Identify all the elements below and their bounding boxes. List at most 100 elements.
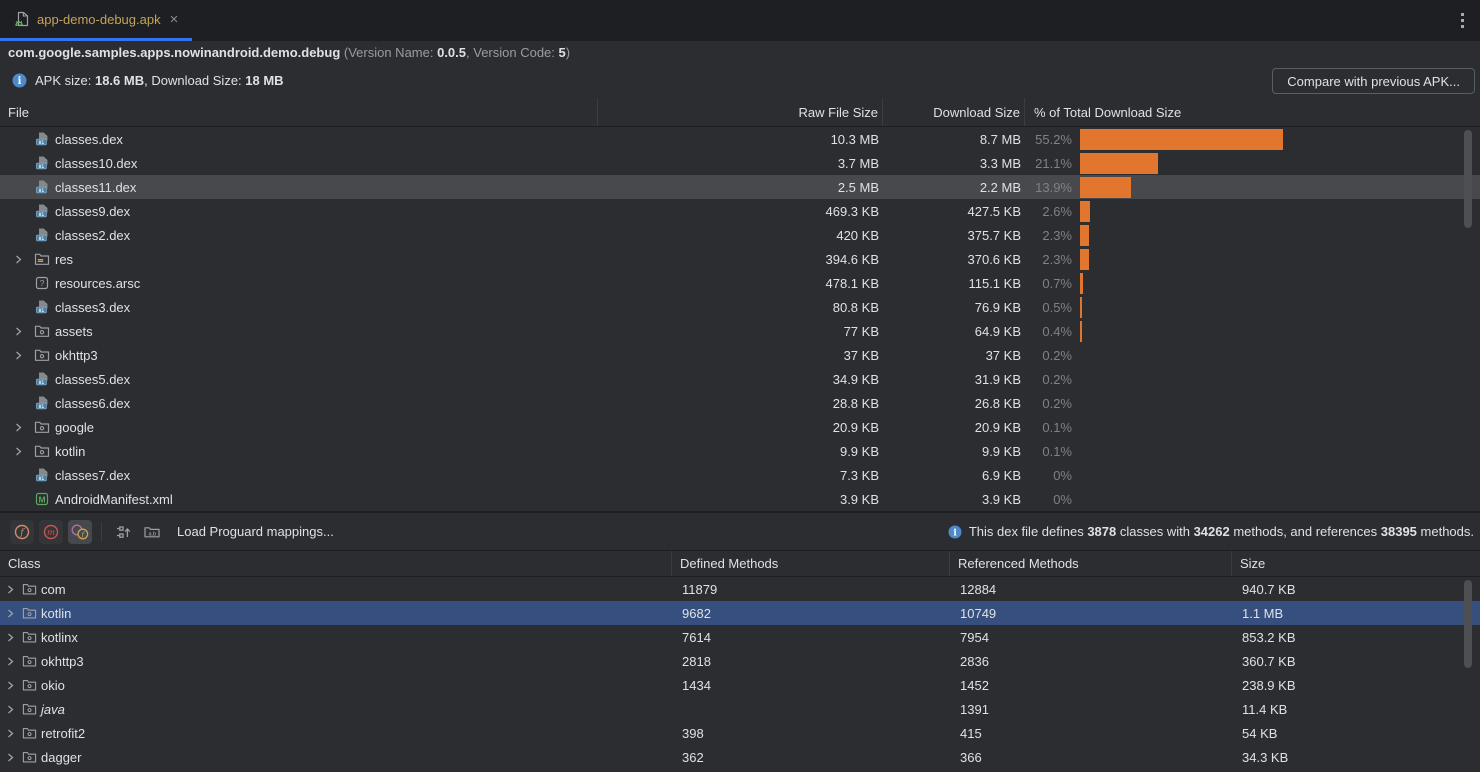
file-row[interactable]: MAndroidManifest.xml3.9 KB3.9 KB0% <box>0 487 1480 511</box>
column-header-defined-methods[interactable]: Defined Methods <box>672 551 950 576</box>
chevron-right-icon[interactable] <box>6 705 22 714</box>
class-row[interactable]: dagger36236634.3 KB <box>0 745 1480 769</box>
pct-bar-cell <box>1076 321 1480 342</box>
file-table-scrollbar[interactable] <box>1464 130 1472 228</box>
defined-methods: 9682 <box>672 606 950 621</box>
file-row[interactable]: 01classes3.dex80.8 KB76.9 KB0.5% <box>0 295 1480 319</box>
file-row[interactable]: 01classes2.dex420 KB375.7 KB2.3% <box>0 223 1480 247</box>
pct-bar-cell <box>1076 225 1480 246</box>
column-header-pct-download[interactable]: % of Total Download Size <box>1025 98 1480 126</box>
column-header-raw-size[interactable]: Raw File Size <box>598 98 883 126</box>
pct-bar-cell <box>1076 249 1480 270</box>
column-header-class[interactable]: Class <box>0 551 672 576</box>
compare-previous-apk-button[interactable]: Compare with previous APK... <box>1272 68 1475 94</box>
chevron-right-icon[interactable] <box>14 255 34 264</box>
package-folder-icon <box>22 653 37 669</box>
file-row[interactable]: google20.9 KB20.9 KB0.1% <box>0 415 1480 439</box>
file-row[interactable]: res394.6 KB370.6 KB2.3% <box>0 247 1480 271</box>
class-size: 940.7 KB <box>1232 582 1480 597</box>
download-size: 115.1 KB <box>883 276 1025 291</box>
download-size: 20.9 KB <box>883 420 1025 435</box>
class-row[interactable]: retrofit239841554 KB <box>0 721 1480 745</box>
file-row[interactable]: kotlin9.9 KB9.9 KB0.1% <box>0 439 1480 463</box>
file-row[interactable]: 01classes.dex10.3 MB8.7 MB55.2% <box>0 127 1480 151</box>
more-options-icon[interactable] <box>1461 13 1464 28</box>
svg-text:i: i <box>18 76 22 87</box>
raw-file-size: 420 KB <box>598 228 883 243</box>
class-name: java <box>41 702 65 717</box>
file-table-header: File Raw File Size Download Size % of To… <box>0 98 1480 127</box>
column-header-file[interactable]: File <box>0 98 598 126</box>
chevron-right-icon[interactable] <box>14 351 34 360</box>
svg-text:01: 01 <box>39 308 45 314</box>
file-name: classes3.dex <box>55 300 130 315</box>
class-row[interactable]: com1187912884940.7 KB <box>0 577 1480 601</box>
chevron-right-icon[interactable] <box>6 729 22 738</box>
download-size: 37 KB <box>883 348 1025 363</box>
class-name: kotlin <box>41 606 71 621</box>
pct-of-download: 0.1% <box>1025 420 1076 435</box>
chevron-right-icon[interactable] <box>6 681 22 690</box>
file-name: classes11.dex <box>55 180 136 195</box>
class-row[interactable]: okhttp328182836360.7 KB <box>0 649 1480 673</box>
file-name-cell: ?resources.arsc <box>0 275 598 291</box>
file-row[interactable]: 01classes9.dex469.3 KB427.5 KB2.6% <box>0 199 1480 223</box>
referenced-filter-icon[interactable]: f <box>68 520 92 544</box>
raw-file-size: 394.6 KB <box>598 252 883 267</box>
package-name: com.google.samples.apps.nowinandroid.dem… <box>8 45 340 60</box>
chevron-right-icon[interactable] <box>6 753 22 762</box>
file-row[interactable]: 01classes10.dex3.7 MB3.3 MB21.1% <box>0 151 1480 175</box>
usage-tree-icon[interactable] <box>111 520 135 544</box>
load-proguard-mappings-button[interactable]: Load Proguard mappings... <box>177 524 334 539</box>
pct-of-download: 0.1% <box>1025 444 1076 459</box>
file-name: assets <box>55 324 93 339</box>
referenced-methods: 1452 <box>950 678 1232 693</box>
chevron-right-icon[interactable] <box>6 585 22 594</box>
svg-text:m: m <box>47 528 55 538</box>
column-header-download-size[interactable]: Download Size <box>883 98 1025 126</box>
class-row[interactable]: kotlinx76147954853.2 KB <box>0 625 1480 649</box>
manifest-icon: M <box>34 491 50 507</box>
class-table-scrollbar[interactable] <box>1464 580 1472 668</box>
pct-bar-cell <box>1076 201 1480 222</box>
class-name: dagger <box>41 750 81 765</box>
file-name: classes9.dex <box>55 204 130 219</box>
chevron-right-icon[interactable] <box>6 657 22 666</box>
chevron-right-icon[interactable] <box>6 633 22 642</box>
pct-of-download: 0% <box>1025 492 1076 507</box>
folder-res-icon <box>34 251 50 267</box>
file-row[interactable]: 01classes6.dex28.8 KB26.8 KB0.2% <box>0 391 1480 415</box>
class-name-cell: kotlin <box>0 605 672 621</box>
package-names-icon[interactable]: a.b <box>140 520 164 544</box>
file-row[interactable]: okhttp337 KB37 KB0.2% <box>0 343 1480 367</box>
tab-apk-analyzer[interactable]: app-demo-debug.apk × <box>0 0 192 41</box>
raw-file-size: 20.9 KB <box>598 420 883 435</box>
column-header-size[interactable]: Size <box>1232 551 1480 576</box>
chevron-right-icon[interactable] <box>14 447 34 456</box>
column-header-referenced-methods[interactable]: Referenced Methods <box>950 551 1232 576</box>
file-row[interactable]: 01classes5.dex34.9 KB31.9 KB0.2% <box>0 367 1480 391</box>
file-row[interactable]: 01classes11.dex2.5 MB2.2 MB13.9% <box>0 175 1480 199</box>
svg-text:01: 01 <box>39 476 45 482</box>
chevron-right-icon[interactable] <box>6 609 22 618</box>
class-row[interactable]: kotlin9682107491.1 MB <box>0 601 1480 625</box>
chevron-right-icon[interactable] <box>14 327 34 336</box>
class-row[interactable]: java139111.4 KB <box>0 697 1480 721</box>
class-row[interactable]: okio14341452238.9 KB <box>0 673 1480 697</box>
fields-filter-icon[interactable]: f <box>10 520 34 544</box>
tab-close-icon[interactable]: × <box>170 12 179 27</box>
methods-filter-icon[interactable]: m <box>39 520 63 544</box>
pct-of-download: 21.1% <box>1025 156 1076 171</box>
file-name-cell: kotlin <box>0 443 598 459</box>
pct-of-download: 0.2% <box>1025 348 1076 363</box>
file-row[interactable]: ?resources.arsc478.1 KB115.1 KB0.7% <box>0 271 1480 295</box>
download-size: 76.9 KB <box>883 300 1025 315</box>
download-pct-bar <box>1080 273 1083 294</box>
file-name: AndroidManifest.xml <box>55 492 173 507</box>
class-table-body: com1187912884940.7 KBkotlin9682107491.1 … <box>0 577 1480 769</box>
file-row[interactable]: 01classes7.dex7.3 KB6.9 KB0% <box>0 463 1480 487</box>
pct-bar-cell <box>1076 273 1480 294</box>
referenced-methods: 10749 <box>950 606 1232 621</box>
file-row[interactable]: assets77 KB64.9 KB0.4% <box>0 319 1480 343</box>
chevron-right-icon[interactable] <box>14 423 34 432</box>
